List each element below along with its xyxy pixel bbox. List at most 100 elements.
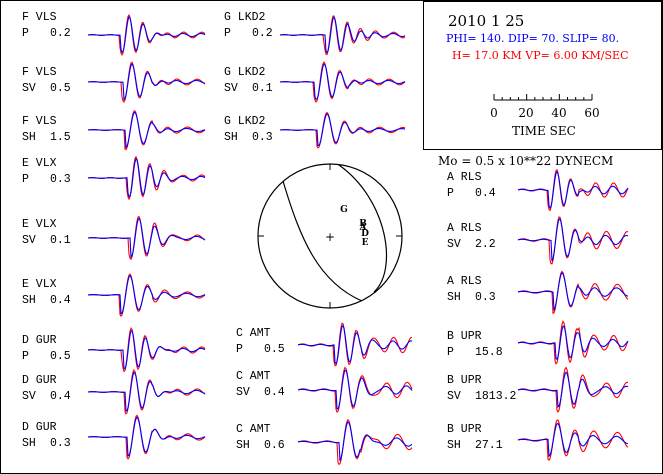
synthetic-waveform <box>517 272 629 311</box>
trace-amplitude-value: 0.3 <box>50 437 71 450</box>
trace-amplitude-value: 1813.2 <box>475 390 517 403</box>
observed-waveform <box>517 320 629 365</box>
trace-component-label: SV <box>22 82 36 95</box>
trace-station-label: F VLS <box>22 11 57 24</box>
trace-amplitude-value: 0.1 <box>50 234 71 247</box>
trace-station-label: C AMT <box>236 370 271 383</box>
trace-component-label: SH <box>22 294 36 307</box>
trace-station-label: A RLS <box>447 275 482 288</box>
synthetic-waveform <box>88 16 206 54</box>
observed-waveform <box>297 322 413 367</box>
trace-station-label: G LKD2 <box>224 115 266 128</box>
synthetic-waveform <box>88 63 206 101</box>
station-letter-a: A <box>359 223 368 233</box>
trace-panel: G LKD2 SV 0.1 <box>224 61 406 103</box>
synthetic-waveform <box>297 421 413 461</box>
synthetic-waveform <box>88 371 206 412</box>
trace-station-label: G LKD2 <box>224 66 266 79</box>
trace-component-label: SH <box>22 131 36 144</box>
observed-waveform <box>517 366 629 413</box>
nodal-plane-1 <box>282 180 363 302</box>
trace-component-label: P <box>447 187 454 200</box>
trace-component-label: P <box>22 173 29 186</box>
synthetic-waveform <box>88 217 206 259</box>
trace-amplitude-value: 1.5 <box>50 131 71 144</box>
mechanism-text: PHI= 140. DIP= 70. SLIP= 80. <box>446 32 619 45</box>
station-letter-b: B <box>359 219 367 229</box>
trace-amplitude-value: 2.2 <box>475 238 496 251</box>
trace-component-label: SV <box>236 386 250 399</box>
trace-panel: F VLS P 0.2 <box>22 11 206 57</box>
event-date: 2010 1 25 <box>448 12 524 30</box>
seismic-moment: Mo = 0.5 x 10**22 DYNECM <box>438 154 613 168</box>
station-letter-g: G <box>340 205 348 215</box>
trace-component-label: SV <box>447 238 461 251</box>
observed-waveform <box>297 366 413 413</box>
synthetic-waveform <box>517 325 629 361</box>
trace-amplitude-value: 0.4 <box>50 390 71 403</box>
trace-component-label: P <box>22 27 29 40</box>
trace-panel: E VLX P 0.3 <box>22 155 206 201</box>
trace-panel: D GUR SH 0.3 <box>22 414 206 460</box>
trace-station-label: F VLS <box>22 66 57 79</box>
trace-panel: G LKD2 P 0.2 <box>224 11 406 56</box>
trace-station-label: B UPR <box>447 374 482 387</box>
trace-component-label: P <box>224 27 231 40</box>
trace-station-label: C AMT <box>236 327 271 340</box>
trace-station-label: E VLX <box>22 157 57 170</box>
synthetic-waveform <box>517 422 629 458</box>
synthetic-waveform <box>88 274 206 315</box>
trace-station-label: D GUR <box>22 334 57 347</box>
trace-panel: D GUR P 0.5 <box>22 327 206 373</box>
trace-amplitude-value: 0.5 <box>50 350 71 363</box>
trace-panel: F VLS SH 1.5 <box>22 110 206 151</box>
synthetic-waveform <box>297 324 413 365</box>
trace-component-label: SV <box>22 234 36 247</box>
header-box <box>423 1 662 150</box>
synthetic-waveform <box>88 329 206 370</box>
synthetic-waveform <box>88 111 206 149</box>
synthetic-waveform <box>517 371 629 408</box>
trace-amplitude-value: 0.4 <box>475 187 496 200</box>
time-scale-bar: 0 20 40 60 TIME SEC <box>490 94 600 138</box>
trace-amplitude-value: 15.8 <box>475 346 503 359</box>
trace-station-label: B UPR <box>447 423 482 436</box>
scale-tick-label: 20 <box>518 106 533 120</box>
trace-component-label: P <box>236 343 243 356</box>
trace-amplitude-value: 0.2 <box>252 27 273 40</box>
trace-station-label: A RLS <box>447 222 482 235</box>
synthetic-waveform <box>279 113 406 147</box>
trace-panel: B UPR SH 27.1 <box>447 419 629 462</box>
scale-title: TIME SEC <box>512 124 576 138</box>
synthetic-waveform <box>280 63 406 100</box>
scale-tick-label: 0 <box>490 106 498 120</box>
trace-amplitude-value: 0.1 <box>252 82 273 95</box>
trace-station-label: A RLS <box>447 171 482 184</box>
trace-component-label: SV <box>22 390 36 403</box>
trace-panel: E VLX SV 0.1 <box>22 215 206 261</box>
trace-component-label: SH <box>224 131 238 144</box>
trace-amplitude-value: 0.3 <box>50 173 71 186</box>
trace-component-label: SV <box>224 82 238 95</box>
scale-tick-label: 40 <box>551 106 566 120</box>
trace-panel: G LKD2 SH 0.3 <box>224 111 406 149</box>
trace-panel: C AMT P 0.5 <box>236 322 413 367</box>
trace-station-label: E VLX <box>22 278 57 291</box>
trace-panel: A RLS SV 2.2 <box>447 216 629 265</box>
trace-station-label: G LKD2 <box>224 11 266 24</box>
scale-tick-label: 60 <box>584 106 599 120</box>
station-letter-d: D <box>361 229 369 239</box>
trace-station-label: D GUR <box>22 374 57 387</box>
trace-amplitude-value: 0.5 <box>264 343 285 356</box>
trace-component-label: SH <box>22 437 36 450</box>
trace-component-label: SH <box>236 439 250 452</box>
trace-station-label: E VLX <box>22 218 57 231</box>
observed-waveform <box>517 419 629 462</box>
trace-component-label: P <box>22 350 29 363</box>
trace-panel: C AMT SV 0.4 <box>236 366 413 413</box>
trace-amplitude-value: 0.6 <box>264 439 285 452</box>
synthetic-waveform <box>517 218 629 262</box>
trace-panel: E VLX SH 0.4 <box>22 273 206 317</box>
trace-amplitude-value: 0.4 <box>264 386 285 399</box>
